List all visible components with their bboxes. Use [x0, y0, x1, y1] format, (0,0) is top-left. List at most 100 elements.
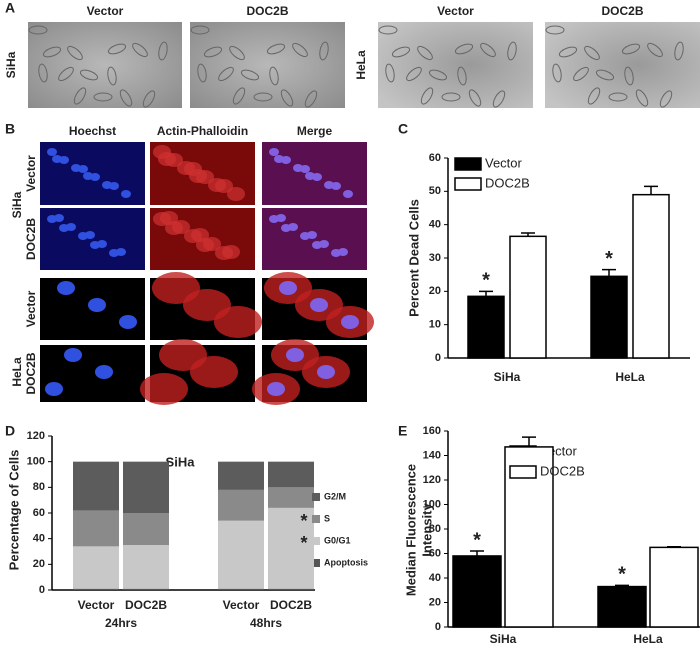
- bar-segment: [123, 588, 169, 590]
- cell-shape: [142, 90, 156, 108]
- cell-shape: [420, 87, 434, 105]
- nucleus: [305, 172, 315, 180]
- legend-label: G2/M: [324, 491, 346, 501]
- nucleus: [286, 348, 304, 362]
- y-tick-label: 20: [33, 558, 45, 570]
- cell-shape: [107, 66, 117, 86]
- cell-shape: [73, 87, 87, 105]
- bar-segment: [218, 489, 264, 521]
- legend-label: G0/G1: [324, 535, 351, 545]
- cell-shape: [573, 66, 589, 82]
- y-tick-label: 20: [429, 596, 441, 608]
- cell-shape: [269, 66, 279, 86]
- y-axis-label: Median Fluorescence: [403, 464, 418, 596]
- cell-shape: [545, 25, 565, 35]
- bar-segment: [73, 546, 119, 589]
- cell-shape: [119, 89, 133, 107]
- cell-shape: [42, 46, 62, 58]
- cell-shape: [454, 43, 474, 55]
- x-tick-label: SiHa: [494, 370, 521, 384]
- cell-shape: [79, 69, 99, 81]
- cell-shape: [635, 89, 649, 107]
- nucleus: [343, 190, 353, 198]
- cell-shape: [558, 46, 578, 58]
- y-tick-label: 50: [429, 185, 441, 197]
- panel-label: A: [5, 0, 15, 16]
- nucleus: [269, 148, 279, 156]
- cell-shape: [28, 25, 48, 35]
- cell-shape: [177, 161, 195, 175]
- cell-shape: [232, 87, 246, 105]
- column-label: Hoechst: [69, 124, 116, 138]
- cell-shape: [292, 42, 308, 58]
- cell-shape: [208, 178, 226, 192]
- significance-marker: *: [300, 511, 307, 531]
- cell-shape: [227, 187, 245, 201]
- nucleus: [45, 382, 63, 396]
- y-tick-label: 80: [429, 523, 441, 535]
- legend-swatch: [312, 559, 320, 567]
- cell-shape: [441, 92, 461, 102]
- legend-label: Apoptosis: [324, 557, 368, 567]
- bar-segment: [218, 520, 264, 589]
- bar-segment: [123, 461, 169, 513]
- y-tick-label: 100: [27, 456, 45, 468]
- y-tick-label: 10: [429, 319, 441, 331]
- y-tick-label: 120: [423, 474, 441, 486]
- y-tick-label: 0: [435, 352, 441, 364]
- cell-shape: [165, 221, 183, 235]
- y-axis-label: Intensity: [419, 503, 434, 557]
- nucleus: [78, 232, 88, 240]
- nucleus: [341, 315, 359, 329]
- y-tick-label: 160: [423, 425, 441, 437]
- y-tick-label: 20: [429, 285, 441, 297]
- cell-shape: [253, 92, 273, 102]
- bar-segment: [268, 461, 314, 488]
- cell-shape: [417, 45, 433, 61]
- bar: [590, 275, 628, 359]
- nucleus: [331, 249, 341, 257]
- y-tick-label: 30: [429, 252, 441, 264]
- cell-shape: [240, 69, 260, 81]
- cell-shape: [659, 90, 673, 108]
- bar-segment: [123, 545, 169, 589]
- column-label: Merge: [297, 124, 333, 138]
- legend-label: DOC2B: [485, 175, 530, 190]
- cell-shape: [197, 63, 207, 83]
- error-bar: [602, 268, 616, 277]
- cell-shape: [215, 246, 233, 260]
- nucleus: [274, 155, 284, 163]
- error-bar: [644, 185, 658, 195]
- bar-segment: [268, 588, 314, 590]
- error-bar: [479, 290, 493, 297]
- chart-title: SiHa: [166, 454, 196, 469]
- cell-shape: [158, 152, 176, 166]
- y-tick-label: 60: [33, 507, 45, 519]
- nucleus: [269, 215, 279, 223]
- bar-segment: [73, 461, 119, 511]
- cell-shape: [196, 238, 214, 252]
- bar-segment: [268, 487, 314, 508]
- nucleus: [95, 365, 113, 379]
- bar: [509, 235, 547, 359]
- column-label: Actin-Phalloidin: [157, 124, 248, 138]
- significance-marker: *: [300, 533, 307, 553]
- cell-shape: [584, 45, 600, 61]
- y-tick-label: 40: [429, 572, 441, 584]
- bar: [467, 295, 505, 359]
- nucleus: [59, 224, 69, 232]
- nucleus: [83, 172, 93, 180]
- x-tick-label: DOC2B: [270, 598, 312, 612]
- nucleus: [324, 181, 334, 189]
- cell-shape: [406, 66, 422, 82]
- cell-shape: [107, 43, 127, 55]
- x-tick-label: Vector: [223, 598, 260, 612]
- cell-shape: [319, 41, 329, 61]
- cell-shape: [552, 63, 562, 83]
- bar-segment: [73, 588, 119, 590]
- error-bar: [667, 546, 681, 548]
- column-label: DOC2B: [601, 4, 643, 18]
- cell-shape: [480, 42, 496, 58]
- nucleus: [64, 348, 82, 362]
- row-label: Vector: [24, 290, 38, 327]
